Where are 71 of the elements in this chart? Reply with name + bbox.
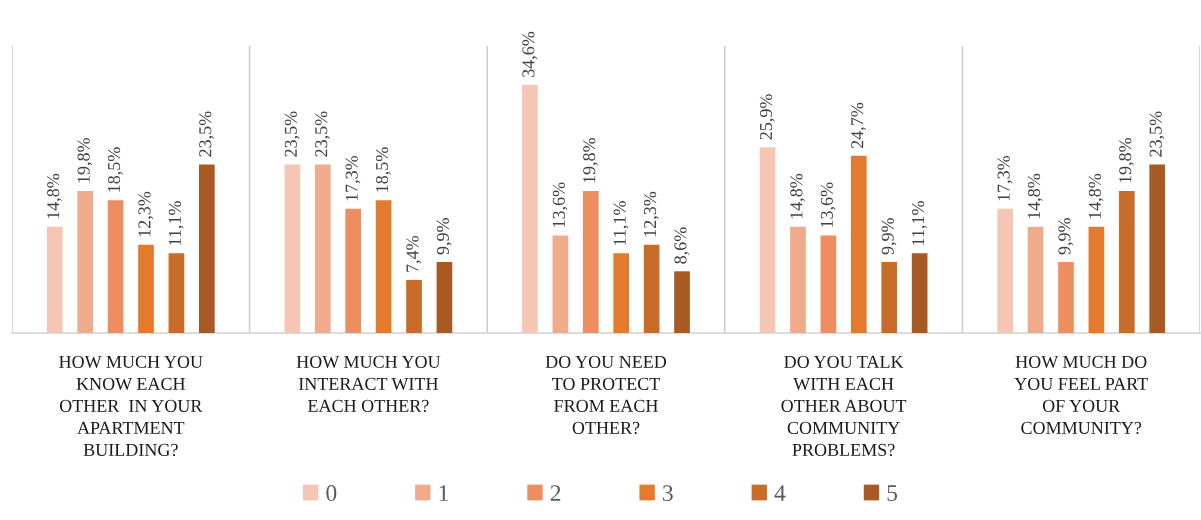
data-label: 18,5% — [375, 147, 391, 192]
data-label: 14,8% — [1088, 173, 1104, 219]
data-label: 23,5% — [199, 111, 214, 157]
bar — [552, 235, 569, 333]
bar — [1118, 190, 1135, 333]
bar — [198, 164, 215, 333]
bar — [759, 147, 776, 333]
data-label: 9,9% — [881, 218, 897, 255]
bar — [375, 200, 392, 333]
data-label: 23,5% — [1149, 111, 1165, 157]
bar — [436, 261, 453, 333]
bar — [790, 226, 806, 333]
data-label: 17,3% — [345, 155, 361, 201]
data-label: 9,9% — [1058, 218, 1074, 255]
data-label: 11,1% — [613, 201, 629, 245]
data-label: 12,3% — [138, 191, 154, 237]
data-label: 13,6% — [820, 182, 836, 227]
data-label: 23,5% — [315, 111, 330, 157]
bar — [820, 235, 837, 333]
bar — [168, 253, 185, 333]
bar — [406, 279, 422, 333]
legend-label: 0 — [326, 485, 337, 502]
bar — [1088, 226, 1105, 333]
data-label: 11,1% — [168, 201, 184, 245]
data-label: 19,8% — [1119, 137, 1134, 183]
data-label: 14,8% — [1027, 173, 1043, 219]
data-label: 19,8% — [77, 137, 93, 183]
bar — [345, 208, 362, 333]
bar — [284, 164, 301, 333]
data-label: 24,7% — [851, 102, 866, 149]
bar — [314, 164, 331, 333]
bar — [881, 261, 898, 333]
bar — [643, 244, 660, 333]
legend-label: 2 — [550, 485, 561, 501]
x-tick-label: HOW MUCH YOU INTERACT WITH EACH OTHER? — [296, 355, 441, 413]
bar — [522, 84, 538, 333]
data-label: 12,3% — [643, 191, 659, 237]
bar — [1149, 164, 1166, 333]
data-label: 8,6% — [674, 227, 690, 264]
bar — [138, 244, 154, 333]
bar — [674, 271, 690, 333]
data-label: 23,5% — [284, 111, 300, 157]
bar — [1027, 226, 1044, 333]
data-label: 34,6% — [522, 31, 538, 77]
data-label: 9,9% — [436, 218, 452, 255]
data-label: 13,6% — [552, 182, 568, 227]
bar — [997, 208, 1014, 333]
bar — [107, 200, 124, 333]
x-tick-label: DO YOU TALK WITH EACH OTHER ABOUT COMMUNITY PROBLEMS? — [781, 355, 907, 457]
data-label: 17,3% — [997, 155, 1013, 201]
data-label: 14,8% — [47, 173, 62, 219]
data-label: 25,9% — [759, 94, 775, 140]
data-label: 18,5% — [107, 147, 123, 192]
bar — [1058, 261, 1074, 333]
bar — [77, 190, 94, 333]
x-tick-label: HOW MUCH YOU KNOW EACH OTHER IN YOUR APARTMENT BUILDING? — [59, 355, 203, 457]
legend-label: 5 — [887, 485, 898, 502]
bar — [613, 253, 630, 333]
data-label: 7,4% — [406, 235, 422, 272]
x-tick-label: DO YOU NEED TO PROTECT FROM EACH OTHER? — [545, 355, 667, 435]
bar — [46, 226, 63, 333]
legend-label: 1 — [439, 485, 448, 501]
x-tick-label: HOW MUCH DO YOU FEEL PART OF YOUR COMMUNITY? — [1014, 355, 1148, 435]
legend-label: 3 — [663, 485, 673, 502]
legend-label: 4 — [774, 485, 786, 501]
bar — [850, 155, 867, 333]
data-label: 14,8% — [790, 173, 806, 219]
bar — [582, 190, 599, 333]
data-label: 11,1% — [911, 201, 927, 245]
bar — [911, 253, 928, 333]
data-label: 19,8% — [583, 137, 598, 183]
